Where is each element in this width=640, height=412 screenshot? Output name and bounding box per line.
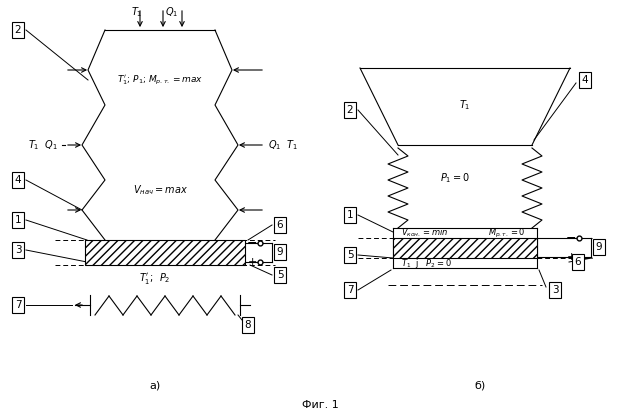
Text: $P_1=0$: $P_1=0$ bbox=[440, 171, 470, 185]
Text: $T_1$: $T_1$ bbox=[460, 98, 471, 112]
Bar bbox=[85, 240, 245, 265]
Text: 7: 7 bbox=[347, 285, 353, 295]
Text: 2: 2 bbox=[15, 25, 21, 35]
Text: 6: 6 bbox=[575, 257, 581, 267]
Text: а): а) bbox=[149, 380, 161, 390]
Text: +: + bbox=[566, 252, 576, 262]
Text: 4: 4 bbox=[582, 75, 588, 85]
Text: б): б) bbox=[474, 380, 486, 390]
Text: $T_1$  ј   $P_2=0$: $T_1$ ј $P_2=0$ bbox=[401, 257, 452, 269]
Text: $Q_1$: $Q_1$ bbox=[165, 5, 179, 19]
Text: 6: 6 bbox=[276, 220, 284, 230]
Text: 1: 1 bbox=[15, 215, 21, 225]
Text: 1: 1 bbox=[347, 210, 353, 220]
Text: −: − bbox=[566, 232, 576, 244]
Text: 8: 8 bbox=[244, 320, 252, 330]
Bar bbox=[393, 238, 537, 258]
Text: $Q_1$  $T_1$: $Q_1$ $T_1$ bbox=[268, 138, 298, 152]
Text: $T_1'$;  $P_2$: $T_1'$; $P_2$ bbox=[140, 271, 171, 286]
Text: 2: 2 bbox=[347, 105, 353, 115]
Text: $T_1$  $Q_1$: $T_1$ $Q_1$ bbox=[28, 138, 58, 152]
Text: $V_{нач}= max$: $V_{нач}= max$ bbox=[132, 183, 188, 197]
Bar bbox=[393, 238, 537, 258]
Text: 9: 9 bbox=[596, 242, 602, 252]
Text: $M_{р.т.}= 0$: $M_{р.т.}= 0$ bbox=[488, 227, 525, 239]
Text: 4: 4 bbox=[15, 175, 21, 185]
Text: 3: 3 bbox=[552, 285, 558, 295]
Text: 5: 5 bbox=[347, 250, 353, 260]
Text: 3: 3 bbox=[15, 245, 21, 255]
Text: 7: 7 bbox=[15, 300, 21, 310]
Text: 9: 9 bbox=[276, 247, 284, 257]
Text: +: + bbox=[247, 257, 257, 267]
Text: $T_1'$; $P_1$; $M_{р.т.}= max$: $T_1'$; $P_1$; $M_{р.т.}= max$ bbox=[117, 73, 203, 87]
Text: $V_{кон.}=min$: $V_{кон.}=min$ bbox=[401, 227, 449, 239]
Text: −: − bbox=[247, 236, 257, 250]
Text: 5: 5 bbox=[276, 270, 284, 280]
Text: $T_1$: $T_1$ bbox=[131, 5, 143, 19]
Bar bbox=[85, 240, 245, 265]
Text: Фиг. 1: Фиг. 1 bbox=[301, 400, 339, 410]
